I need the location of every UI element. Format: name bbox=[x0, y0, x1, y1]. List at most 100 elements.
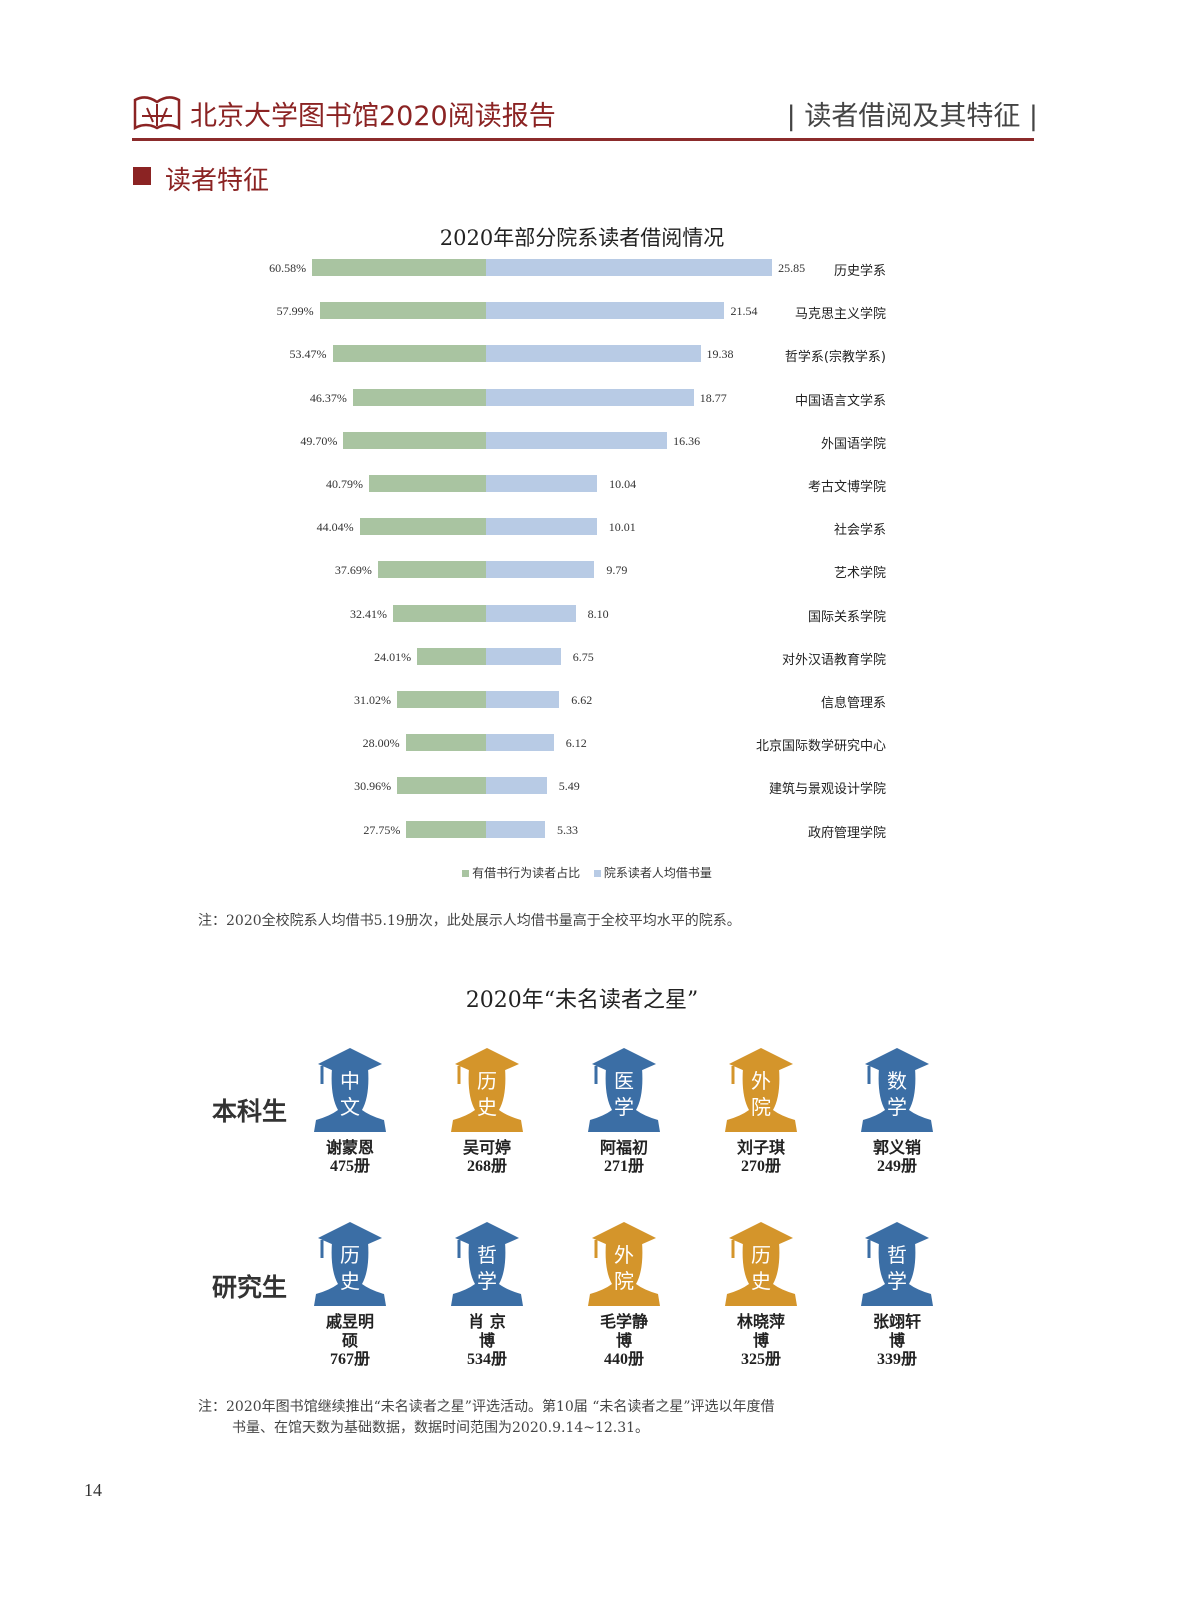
bar-ratio bbox=[392, 604, 486, 622]
category-label: 国际关系学院 bbox=[807, 609, 886, 625]
legend-swatch-ratio bbox=[462, 870, 470, 877]
dept-char: 文 bbox=[340, 1095, 360, 1119]
category-label: 艺术学院 bbox=[833, 566, 886, 582]
borrow-count: 270册 bbox=[740, 1158, 781, 1175]
graduate-avatar-icon: 外 院 bbox=[725, 1048, 797, 1132]
stars-note-line1: 注：2020年图书馆继续推出“未名读者之星”评选活动。第10届 “未名读者之星”… bbox=[198, 1399, 775, 1415]
reader-star: 外 院 刘子琪 270册 bbox=[701, 1046, 821, 1176]
label-avg: 25.85 bbox=[778, 261, 806, 275]
reader-star: 历 史 吴可婷 268册 bbox=[427, 1046, 547, 1176]
bar-ratio bbox=[343, 431, 486, 449]
reader-name: 戚昱明 bbox=[325, 1312, 374, 1331]
reader-name: 阿福初 bbox=[599, 1138, 648, 1157]
reader-star: 历 史 林晓萍 博 325册 bbox=[701, 1220, 821, 1369]
reader-star: 外 院 毛学静 博 440册 bbox=[564, 1220, 684, 1369]
label-ratio: 49.70% bbox=[300, 433, 338, 448]
bar-avg bbox=[486, 820, 545, 838]
category-label: 信息管理系 bbox=[820, 696, 886, 711]
label-ratio: 37.69% bbox=[334, 563, 372, 578]
report-title: 北京大学图书馆2020阅读报告 bbox=[190, 101, 556, 132]
graduate-avatar-icon: 数 学 bbox=[861, 1048, 933, 1132]
label-avg: 6.62 bbox=[571, 693, 593, 707]
label-ratio: 53.47% bbox=[289, 347, 327, 362]
category-label: 哲学系(宗教学系) bbox=[784, 350, 886, 366]
section-marker-icon bbox=[133, 167, 151, 185]
chart-legend: 有借书行为读者占比 院系读者人均借书量 bbox=[0, 864, 1164, 881]
stars-title: 2020年“未名读者之星” bbox=[465, 988, 699, 1013]
reader-star: 医 学 阿福初 271册 bbox=[564, 1046, 684, 1176]
stars-note-line2: 书量、在馆天数为基础数据，数据时间范围为2020.9.14~12.31。 bbox=[232, 1420, 650, 1436]
dept-char: 学 bbox=[477, 1269, 497, 1293]
row-label-undergrad: 本科生 bbox=[212, 1097, 288, 1126]
bar-ratio bbox=[359, 518, 486, 536]
label-avg: 5.33 bbox=[557, 822, 578, 837]
category-label: 考古文博学院 bbox=[807, 480, 886, 495]
dept-char: 学 bbox=[887, 1095, 907, 1119]
dept-char: 数 bbox=[887, 1069, 907, 1093]
category-label: 北京国际数学研究中心 bbox=[755, 739, 886, 755]
chart-title: 2020年部分院系读者借阅情况 bbox=[439, 226, 725, 250]
bar-ratio bbox=[417, 647, 486, 665]
reader-name: 刘子琪 bbox=[736, 1138, 785, 1157]
reader-degree: 博 bbox=[478, 1331, 495, 1350]
dept-char: 史 bbox=[477, 1095, 497, 1119]
borrow-count: 475册 bbox=[329, 1158, 370, 1175]
borrow-count: 249册 bbox=[876, 1158, 917, 1175]
reader-star: 历 史 戚昱明 硕 767册 bbox=[290, 1220, 410, 1369]
reader-name: 张翊轩 bbox=[872, 1312, 921, 1331]
bar-ratio bbox=[352, 388, 486, 406]
label-ratio: 46.37% bbox=[309, 390, 347, 405]
bar-avg bbox=[486, 561, 595, 579]
label-ratio: 40.79% bbox=[325, 477, 363, 491]
bar-ratio bbox=[319, 302, 486, 320]
bar-avg bbox=[486, 777, 547, 795]
bar-avg bbox=[486, 259, 773, 276]
dept-char: 哲 bbox=[477, 1243, 497, 1267]
label-ratio: 28.00% bbox=[362, 736, 400, 751]
dept-char: 学 bbox=[614, 1095, 634, 1119]
bar-avg bbox=[486, 302, 725, 320]
legend-label-avg: 院系读者人均借书量 bbox=[603, 866, 712, 880]
label-ratio: 24.01% bbox=[374, 649, 412, 664]
label-avg: 9.79 bbox=[606, 563, 628, 578]
label-avg: 16.36 bbox=[673, 433, 701, 448]
category-label: 外国语学院 bbox=[820, 436, 886, 452]
reader-name: 吴可婷 bbox=[462, 1138, 511, 1157]
reader-name: 毛学静 bbox=[599, 1312, 648, 1331]
bar-avg bbox=[486, 475, 598, 492]
dept-char: 外 bbox=[751, 1069, 771, 1093]
bar-ratio bbox=[377, 561, 486, 579]
graduate-avatar-icon: 哲 学 bbox=[861, 1222, 933, 1306]
library-logo-icon bbox=[133, 96, 181, 131]
reader-degree: 博 bbox=[752, 1331, 769, 1350]
page-number: 14 bbox=[84, 1480, 102, 1500]
graduate-avatar-icon: 历 史 bbox=[451, 1048, 523, 1132]
dept-char: 历 bbox=[477, 1069, 497, 1093]
chapter-title: | 读者借阅及其特征 | bbox=[786, 101, 1038, 132]
label-avg: 10.01 bbox=[608, 520, 636, 535]
bar-avg bbox=[486, 518, 597, 536]
borrow-count: 325册 bbox=[740, 1351, 781, 1368]
dept-char: 院 bbox=[614, 1269, 634, 1293]
graduate-avatar-icon: 医 学 bbox=[588, 1048, 660, 1132]
dept-char: 院 bbox=[751, 1095, 771, 1119]
bar-ratio bbox=[312, 259, 486, 276]
borrow-count: 339册 bbox=[876, 1351, 917, 1368]
row-label-graduate: 研究生 bbox=[212, 1273, 288, 1302]
reader-name: 林晓萍 bbox=[736, 1312, 785, 1331]
dept-char: 外 bbox=[614, 1243, 634, 1267]
dept-char: 医 bbox=[614, 1069, 634, 1093]
bar-avg bbox=[486, 647, 561, 665]
bar-ratio bbox=[397, 777, 486, 795]
label-avg: 6.12 bbox=[565, 736, 587, 751]
reader-degree: 博 bbox=[888, 1331, 905, 1350]
category-label: 建筑与景观设计学院 bbox=[768, 782, 886, 798]
bar-avg bbox=[486, 345, 701, 363]
bar-ratio bbox=[405, 734, 486, 752]
chart-note: 注：2020全校院系人均借书5.19册次，此处展示人均借书量高于全校平均水平的院… bbox=[198, 913, 741, 929]
reader-degree: 硕 bbox=[341, 1331, 358, 1350]
label-avg: 8.10 bbox=[587, 606, 609, 621]
category-label: 对外汉语教育学院 bbox=[781, 652, 886, 668]
legend-label-ratio: 有借书行为读者占比 bbox=[472, 866, 581, 880]
